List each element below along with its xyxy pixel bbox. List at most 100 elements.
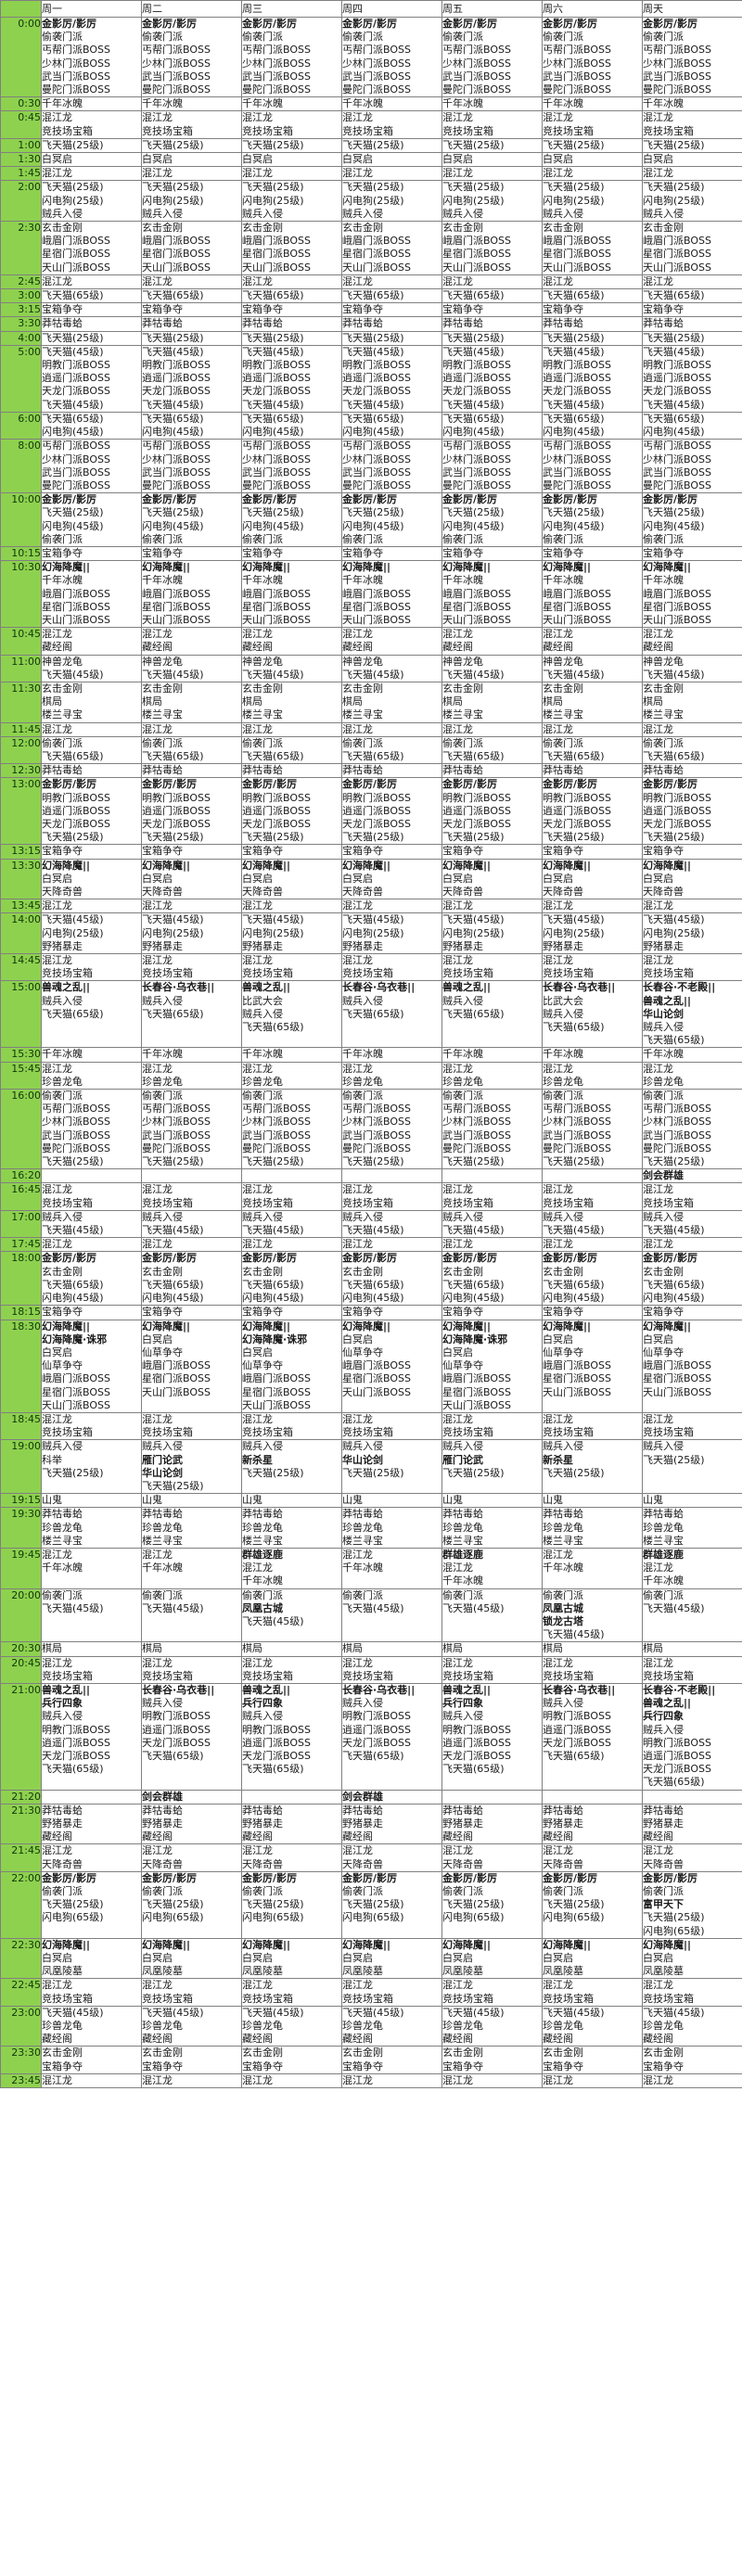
event-entry: 珍兽龙龟	[242, 2020, 283, 2033]
schedule-row: 19:45 混江龙 千年冰魄 混江龙 千年冰魄 群雄逐鹿 混江龙 千年冰魄 混江龙 千年冰魄 群雄逐…	[0, 1547, 742, 1589]
event-entry: 闪电狗(45级)	[142, 519, 204, 532]
schedule-cell	[41, 1168, 142, 1184]
schedule-cell: 金影厉/影厉 玄击金刚 飞天猫(65级) 闪电狗(45级)	[241, 1251, 342, 1307]
event-entry: 混江龙	[142, 1548, 173, 1561]
schedule-cell: 混江龙 竞技场宝箱	[441, 1978, 543, 2007]
event-entry: 飞天猫(25级)	[242, 138, 304, 151]
event-entry: 天降奇兽	[643, 886, 684, 898]
event-entry: 玄击金刚	[543, 1265, 583, 1278]
schedule-cell: 神兽龙龟 飞天猫(45级)	[542, 654, 643, 682]
event-entry: 混江龙	[643, 1656, 673, 1669]
event-entry: 长春谷·乌衣巷||	[543, 1683, 616, 1696]
event-entry: 混江龙	[543, 722, 573, 735]
event-entry: 藏经阁	[543, 2033, 573, 2046]
event-entry: 闪电狗(25级)	[342, 926, 404, 939]
schedule-row: 6:00 飞天猫(65级) 闪电狗(45级) 飞天猫(65级) 闪电狗(45级) 飞天猫(…	[0, 411, 742, 440]
event-entry: 峨眉门派BOSS	[342, 235, 411, 248]
schedule-row: 3:15 宝箱争夺 宝箱争夺 宝箱争夺 宝箱争夺 宝箱争夺 宝箱争夺 宝箱争夺	[0, 302, 742, 318]
event-entry: 飞天猫(65级)	[242, 749, 304, 762]
schedule-cell: 幻海降魔|| 白冥启 天降奇兽	[241, 858, 342, 900]
event-entry: 星宿门派BOSS	[242, 1385, 311, 1398]
event-entry: 棋局	[142, 695, 162, 708]
event-entry: 混江龙	[342, 1548, 373, 1561]
schedule-cell: 飞天猫(65级) 闪电狗(45级)	[141, 411, 242, 440]
schedule-cell: 千年冰魄	[241, 1047, 342, 1063]
event-entry: 宝箱争夺	[242, 546, 283, 559]
schedule-cell: 混江龙 竞技场宝箱	[241, 953, 342, 982]
event-entry: 飞天猫(45级)	[342, 668, 404, 681]
event-entry: 藏经阁	[142, 2033, 173, 2046]
event-entry: 混江龙	[643, 167, 673, 180]
event-entry: 混江龙	[142, 1656, 173, 1669]
event-entry: 幻海降魔||	[342, 1938, 391, 1951]
schedule-cell: 金影厉/影厉 偷袭门派 飞天猫(25级) 闪电狗(65级)	[441, 1870, 543, 1939]
event-entry: 飞天猫(45级)	[342, 345, 404, 358]
event-entry: 珍兽龙龟	[442, 1075, 483, 1088]
event-entry: 宝箱争夺	[442, 845, 483, 858]
schedule-cell: 千年冰魄	[441, 96, 543, 112]
event-entry: 飞天猫(45级)	[342, 1601, 404, 1614]
schedule-cell: 飞天猫(45级) 明教门派BOSS 逍遥门派BOSS 天龙门派BOSS 飞天猫(45级)	[41, 344, 142, 413]
event-entry: 飞天猫(45级)	[643, 1601, 705, 1614]
event-entry: 幻海降魔·诛邪	[42, 1333, 108, 1345]
event-entry: 偷袭门派	[242, 1588, 283, 1601]
event-entry: 明教门派BOSS	[42, 791, 110, 804]
event-entry: 飞天猫(45级)	[442, 668, 505, 681]
event-entry: 贼兵入侵	[442, 207, 483, 220]
event-entry: 天山门派BOSS	[643, 613, 711, 626]
time-label: 15:30	[0, 1047, 42, 1063]
event-entry: 仙草争夺	[442, 1359, 483, 1372]
event-entry: 闪电狗(45级)	[643, 519, 705, 532]
event-entry: 峨眉门派BOSS	[142, 1359, 211, 1372]
event-entry: 贼兵入侵	[42, 1710, 83, 1723]
event-entry: 飞天猫(25级)	[42, 1898, 104, 1911]
schedule-cell	[41, 1789, 142, 1804]
event-entry: 曼陀门派BOSS	[643, 1141, 711, 1154]
event-entry: 白冥启	[442, 1952, 473, 1965]
event-entry: 白冥启	[42, 153, 72, 166]
schedule-cell: 混江龙 千年冰魄	[542, 1547, 643, 1589]
event-entry: 丐帮门派BOSS	[242, 1103, 311, 1116]
event-entry: 飞天猫(25级)	[442, 1155, 505, 1168]
event-entry: 棋局	[643, 695, 663, 708]
event-entry: 武当门派BOSS	[242, 1129, 311, 1141]
event-entry: 曼陀门派BOSS	[242, 1141, 311, 1154]
event-entry: 逍遥门派BOSS	[42, 804, 110, 817]
schedule-row: 13:15 宝箱争夺 宝箱争夺 宝箱争夺 宝箱争夺 宝箱争夺 宝箱争夺 宝箱争夺	[0, 844, 742, 860]
event-entry: 混江龙	[42, 628, 72, 641]
schedule-cell: 飞天猫(65级)	[642, 288, 742, 304]
event-entry: 千年冰魄	[242, 574, 283, 587]
event-entry: 混江龙	[242, 167, 273, 180]
event-entry: 混江龙	[42, 1656, 72, 1669]
event-entry: 飞天猫(25级)	[42, 181, 104, 194]
event-entry: 贼兵入侵	[543, 1007, 583, 1020]
event-entry: 混江龙	[442, 1844, 473, 1857]
schedule-cell: 金影厉/影厉 偷袭门派 丐帮门派BOSS 少林门派BOSS 武当门派BOSS 曼陀门派BO…	[241, 16, 342, 98]
schedule-cell: 混江龙 竞技场宝箱	[441, 1182, 543, 1211]
event-entry: 飞天猫(25级)	[543, 138, 605, 151]
event-entry: 金影厉/影厉	[342, 18, 398, 30]
event-entry: 贼兵入侵	[442, 1210, 483, 1223]
event-entry: 混江龙	[643, 1238, 673, 1251]
schedule-cell: 玄击金刚 宝箱争夺	[642, 2046, 742, 2074]
event-entry: 贼兵入侵	[543, 1697, 583, 1710]
event-entry: 明教门派BOSS	[342, 1710, 411, 1723]
schedule-cell: 莽牯毒蛤	[441, 316, 543, 332]
event-entry: 天山门派BOSS	[242, 613, 311, 626]
schedule-cell: 金影厉/影厉 玄击金刚 飞天猫(65级) 闪电狗(45级)	[41, 1251, 142, 1307]
schedule-cell: 金影厉/影厉 飞天猫(25级) 闪电狗(45级) 偷袭门派	[542, 492, 643, 547]
schedule-cell: 金影厉/影厉 明教门派BOSS 逍遥门派BOSS 天龙门派BOSS 飞天猫(25级)	[241, 777, 342, 846]
event-entry: 飞天猫(45级)	[342, 1224, 404, 1237]
schedule-cell: 贼兵入侵 雁门论武 华山论剑 飞天猫(25级)	[141, 1439, 242, 1495]
event-entry: 混江龙	[442, 2073, 473, 2086]
event-entry: 混江龙	[142, 899, 173, 912]
event-entry: 玄击金刚	[643, 2047, 684, 2060]
schedule-row: 18:00 金影厉/影厉 玄击金刚 飞天猫(65级) 闪电狗(45级) 金影厉/影厉 玄击金…	[0, 1251, 742, 1307]
event-entry: 飞天猫(25级)	[142, 181, 204, 194]
event-entry: 飞天猫(25级)	[643, 1911, 705, 1924]
event-entry: 混江龙	[543, 1548, 573, 1561]
event-entry: 飞天猫(25级)	[442, 1898, 505, 1911]
schedule-cell: 混江龙	[341, 166, 442, 182]
event-entry: 混江龙	[442, 1062, 473, 1075]
schedule-cell: 千年冰魄	[542, 1047, 643, 1063]
